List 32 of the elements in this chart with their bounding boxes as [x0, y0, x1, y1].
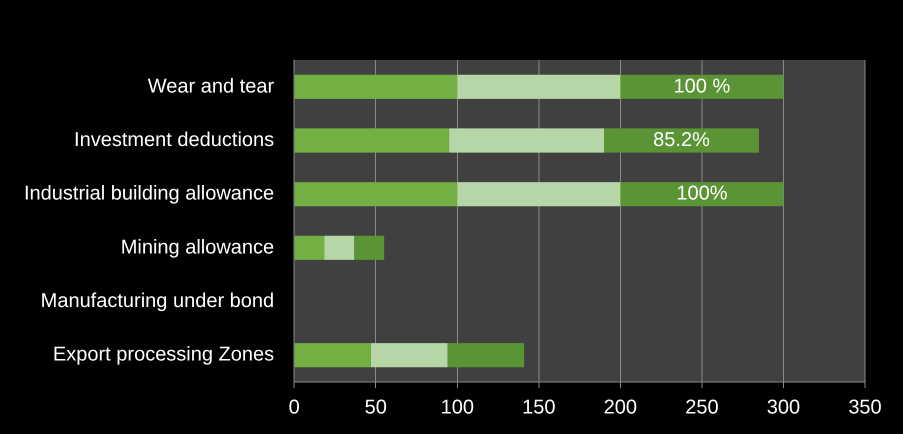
- annotation: 85.2%: [653, 129, 710, 152]
- x-tick-label: 150: [522, 396, 556, 419]
- bar: [447, 343, 524, 368]
- y-tick-label: Export processing Zones: [52, 344, 274, 366]
- y-tick-label: Investment deductions: [74, 129, 274, 152]
- annotation: 100%: [676, 182, 728, 205]
- y-tick-label: Mining allowance: [120, 236, 274, 258]
- bar: [294, 182, 458, 206]
- bar: [294, 236, 324, 260]
- x-tick-label: 300: [766, 396, 800, 419]
- x-tick-label: 250: [685, 396, 719, 419]
- bar: [457, 182, 620, 206]
- y-tick-label: Manufacturing under bond: [40, 290, 274, 312]
- bar: [294, 343, 371, 368]
- x-tick-label: 0: [288, 396, 300, 419]
- bar: [620, 182, 784, 206]
- x-tick-label: 100: [440, 396, 474, 419]
- bar: [604, 128, 759, 153]
- bar: [449, 128, 604, 153]
- bar: [620, 74, 784, 99]
- bar: [457, 74, 620, 99]
- y-tick-label: Wear and tear: [148, 75, 274, 98]
- bar: [294, 128, 450, 153]
- annotation: 100 %: [674, 75, 730, 98]
- bar: [294, 74, 458, 99]
- bar: [370, 343, 448, 368]
- bar: [354, 236, 384, 260]
- y-tick-label: Industrial building allowance: [24, 182, 274, 205]
- bar: [324, 236, 354, 260]
- x-tick-label: 50: [364, 396, 387, 419]
- x-tick-label: 200: [604, 396, 638, 419]
- x-tick-label: 350: [848, 396, 882, 419]
